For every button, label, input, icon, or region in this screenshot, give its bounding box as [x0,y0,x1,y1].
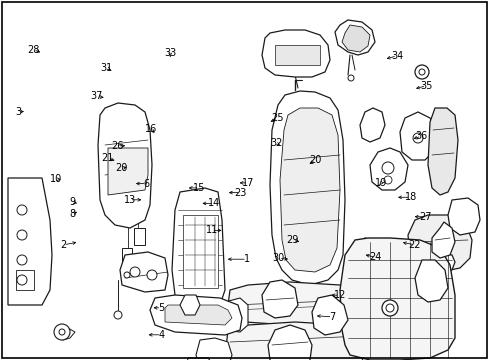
Polygon shape [345,238,384,348]
Text: 12: 12 [333,290,346,300]
Polygon shape [347,248,379,280]
Circle shape [385,304,393,312]
Text: 28: 28 [27,45,40,55]
Polygon shape [220,298,247,332]
Text: 37: 37 [90,91,103,102]
Text: 24: 24 [368,252,381,262]
Polygon shape [172,188,224,310]
Polygon shape [183,215,218,288]
Circle shape [147,270,157,280]
Text: 11: 11 [205,225,218,235]
Polygon shape [196,338,231,360]
Polygon shape [341,25,369,52]
Polygon shape [8,178,52,305]
Circle shape [418,69,424,75]
Polygon shape [58,328,75,340]
Circle shape [17,275,27,285]
Circle shape [412,133,422,143]
Text: 5: 5 [158,303,164,313]
Polygon shape [411,252,454,272]
Text: 8: 8 [69,209,75,219]
Text: 6: 6 [143,179,149,189]
Polygon shape [164,305,231,325]
Text: 1: 1 [244,254,249,264]
Polygon shape [134,228,145,245]
Polygon shape [339,238,454,360]
Circle shape [414,65,428,79]
Text: 29: 29 [285,235,298,246]
Text: 14: 14 [207,198,220,208]
Polygon shape [359,108,384,142]
Polygon shape [427,108,457,195]
Polygon shape [108,148,148,195]
Text: 34: 34 [390,51,403,61]
Polygon shape [267,325,311,360]
Polygon shape [225,322,364,360]
Polygon shape [399,112,436,160]
Text: 13: 13 [123,195,136,205]
Text: 17: 17 [242,178,254,188]
Circle shape [381,300,397,316]
Text: 25: 25 [271,113,284,123]
Circle shape [383,176,391,184]
Text: 19: 19 [374,178,387,188]
Text: 33: 33 [163,48,176,58]
Circle shape [124,272,130,278]
Polygon shape [334,20,374,55]
Text: 15: 15 [193,183,205,193]
Polygon shape [180,295,200,315]
Text: 3: 3 [16,107,21,117]
Text: 20: 20 [308,155,321,165]
Circle shape [114,311,122,319]
Text: 36: 36 [414,131,427,141]
Polygon shape [16,270,34,290]
Polygon shape [184,358,216,360]
Text: 27: 27 [418,212,431,222]
Text: 23: 23 [234,188,246,198]
Text: 4: 4 [158,330,164,340]
Circle shape [54,324,70,340]
Polygon shape [431,222,454,258]
Text: 9: 9 [69,197,75,207]
Circle shape [130,267,140,277]
Text: 10: 10 [50,174,62,184]
Text: 20: 20 [115,163,127,174]
Polygon shape [98,103,152,228]
Text: 16: 16 [144,124,157,134]
Text: 31: 31 [100,63,113,73]
Text: 35: 35 [419,81,432,91]
Polygon shape [274,45,319,65]
Circle shape [17,230,27,240]
Text: 7: 7 [329,312,335,322]
Circle shape [347,75,353,81]
Circle shape [17,205,27,215]
Circle shape [381,162,393,174]
Polygon shape [311,295,347,335]
Text: 30: 30 [272,253,285,264]
Polygon shape [262,30,329,77]
Polygon shape [122,248,132,270]
Text: 32: 32 [269,138,282,148]
Polygon shape [269,91,345,285]
Text: 21: 21 [101,153,114,163]
Polygon shape [369,148,407,190]
Circle shape [59,329,65,335]
Circle shape [17,255,27,265]
Text: 22: 22 [407,240,420,250]
Polygon shape [150,295,242,335]
Polygon shape [120,252,168,292]
Polygon shape [280,108,339,272]
Polygon shape [447,198,479,235]
Text: 2: 2 [61,240,66,250]
Polygon shape [262,280,297,318]
Text: 18: 18 [404,192,416,202]
Polygon shape [227,282,361,325]
Polygon shape [414,260,447,302]
Polygon shape [407,215,471,272]
Polygon shape [407,268,436,295]
Text: 26: 26 [111,141,123,151]
